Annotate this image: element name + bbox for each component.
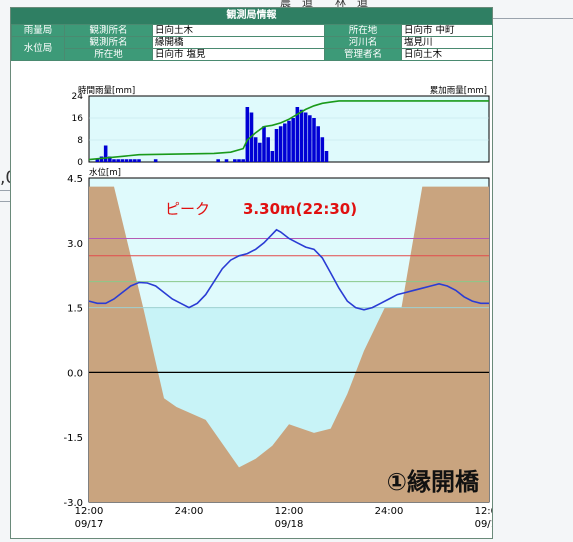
rain-station-header: 雨量局 <box>11 24 65 37</box>
water-y-tick: 0.0 <box>67 368 83 379</box>
rain-bar <box>103 145 108 162</box>
rain-bar <box>274 129 279 162</box>
row-label: 所在地 <box>324 24 402 37</box>
row-value: 日向土木 <box>152 24 325 37</box>
rain-bar <box>287 120 291 162</box>
rain-bar <box>295 107 300 162</box>
rain-bar <box>120 159 125 162</box>
table-row: 水位局 観測所名 縁開橋 河川名 塩見川 <box>11 36 493 61</box>
rain-bar <box>312 118 316 162</box>
rain-bar <box>137 159 141 162</box>
rain-bar <box>316 126 320 162</box>
river-bank-profile <box>89 186 489 502</box>
water-y-tick: -3.0 <box>63 498 83 509</box>
rain-bar <box>116 159 120 162</box>
rain-bar <box>291 118 295 162</box>
rain-bar <box>308 115 312 162</box>
rain-bar <box>112 159 116 162</box>
rain-bar <box>124 159 129 162</box>
rain-bar <box>258 142 262 162</box>
rain-bar <box>245 107 250 162</box>
rain-bar <box>270 151 275 162</box>
rain-bar <box>128 159 133 162</box>
rain-bar <box>241 159 245 162</box>
rain-bar <box>95 159 100 162</box>
rain-y-tick: 24 <box>72 92 84 102</box>
rain-bar <box>108 156 112 162</box>
peak-annotation: 3.30m(22:30) <box>243 200 357 218</box>
x-tick-time: 24:00 <box>175 506 204 517</box>
map-road <box>0 190 14 191</box>
x-tick-time: 12:00 <box>475 506 492 517</box>
x-tick-time: 12:00 <box>75 506 104 517</box>
x-tick-time: 24:00 <box>375 506 404 517</box>
x-tick-date: 09/19 <box>475 519 492 530</box>
row-value: 日向市 中町 <box>401 24 493 37</box>
station-info-table: 雨量局 観測所名 日向土木 所在地 日向市 中町 水位局 観測所名 縁開橋 河川… <box>11 24 493 61</box>
rain-bar <box>303 112 308 162</box>
rain-bar <box>324 151 329 162</box>
row-label: 観測所名 <box>64 36 153 49</box>
water-y-tick: 1.5 <box>67 304 83 315</box>
x-tick-date: 09/17 <box>75 519 104 530</box>
row-value: 日向市 塩見 <box>152 48 325 61</box>
rain-bar <box>278 126 283 162</box>
rain-y-tick: 8 <box>77 136 83 146</box>
row-label: 観測所名 <box>64 24 153 37</box>
row-value: 日向土木 <box>401 48 493 61</box>
rain-bar <box>320 137 325 162</box>
rain-y-axis-label: 時間雨量[mm] <box>78 86 135 96</box>
cumulative-axis-label: 累加雨量[mm] <box>430 85 487 96</box>
x-tick-date: 09/18 <box>275 519 304 530</box>
map-label: 農 道 林 道 <box>280 0 368 9</box>
rain-bar <box>224 159 229 162</box>
rain-bar <box>299 109 304 162</box>
rain-bar <box>233 159 237 162</box>
rainfall-chart: 時間雨量[mm] 累加雨量[mm] 241680270180900 <box>72 85 490 168</box>
row-value: 縁開橋 <box>152 36 325 49</box>
rain-y-tick: 16 <box>72 114 84 124</box>
table-row: 所在地 日向市 塩見 管理者名 日向土木 <box>12 48 493 61</box>
rain-bar <box>133 159 137 162</box>
water-level-chart: 水位[m] 4.5 3.0 1.5 0.0 -1.5 -3.0 12:00 09/17 24:… <box>63 167 492 530</box>
rain-y-tick: 0 <box>77 158 83 168</box>
table-row: 雨量局 観測所名 日向土木 所在地 日向市 中町 <box>11 24 493 37</box>
map-road <box>0 201 14 202</box>
water-y-tick: -1.5 <box>63 433 83 444</box>
rain-bar <box>266 137 270 162</box>
map-road <box>493 18 573 19</box>
row-label: 所在地 <box>64 48 153 61</box>
station-watermark: ①縁開橋 <box>387 468 480 496</box>
water-level-line <box>88 228 489 311</box>
row-label: 河川名 <box>324 36 402 49</box>
x-tick-time: 12:00 <box>275 506 304 517</box>
row-value: 塩見川 <box>401 36 493 49</box>
rain-bar <box>237 159 241 162</box>
water-y-tick: 3.0 <box>67 239 83 250</box>
row-label: 管理者名 <box>324 48 402 61</box>
rain-bar <box>153 159 158 162</box>
water-y-axis-label: 水位[m] <box>89 167 121 178</box>
water-station-header: 水位局 <box>11 36 65 61</box>
rain-bar <box>253 137 258 162</box>
cumulative-rain-line <box>88 100 489 161</box>
rain-bar <box>216 159 220 162</box>
peak-prefix-label: ピーク <box>165 200 210 218</box>
station-info-panel: 観測局情報 雨量局 観測所名 日向土木 所在地 日向市 中町 水位局 観測所名 … <box>10 7 493 539</box>
panel-title: 観測局情報 <box>11 8 492 24</box>
rain-bar <box>99 156 104 162</box>
rain-bar <box>262 126 266 162</box>
rain-bar <box>283 123 287 162</box>
water-y-tick: 4.5 <box>67 174 83 185</box>
